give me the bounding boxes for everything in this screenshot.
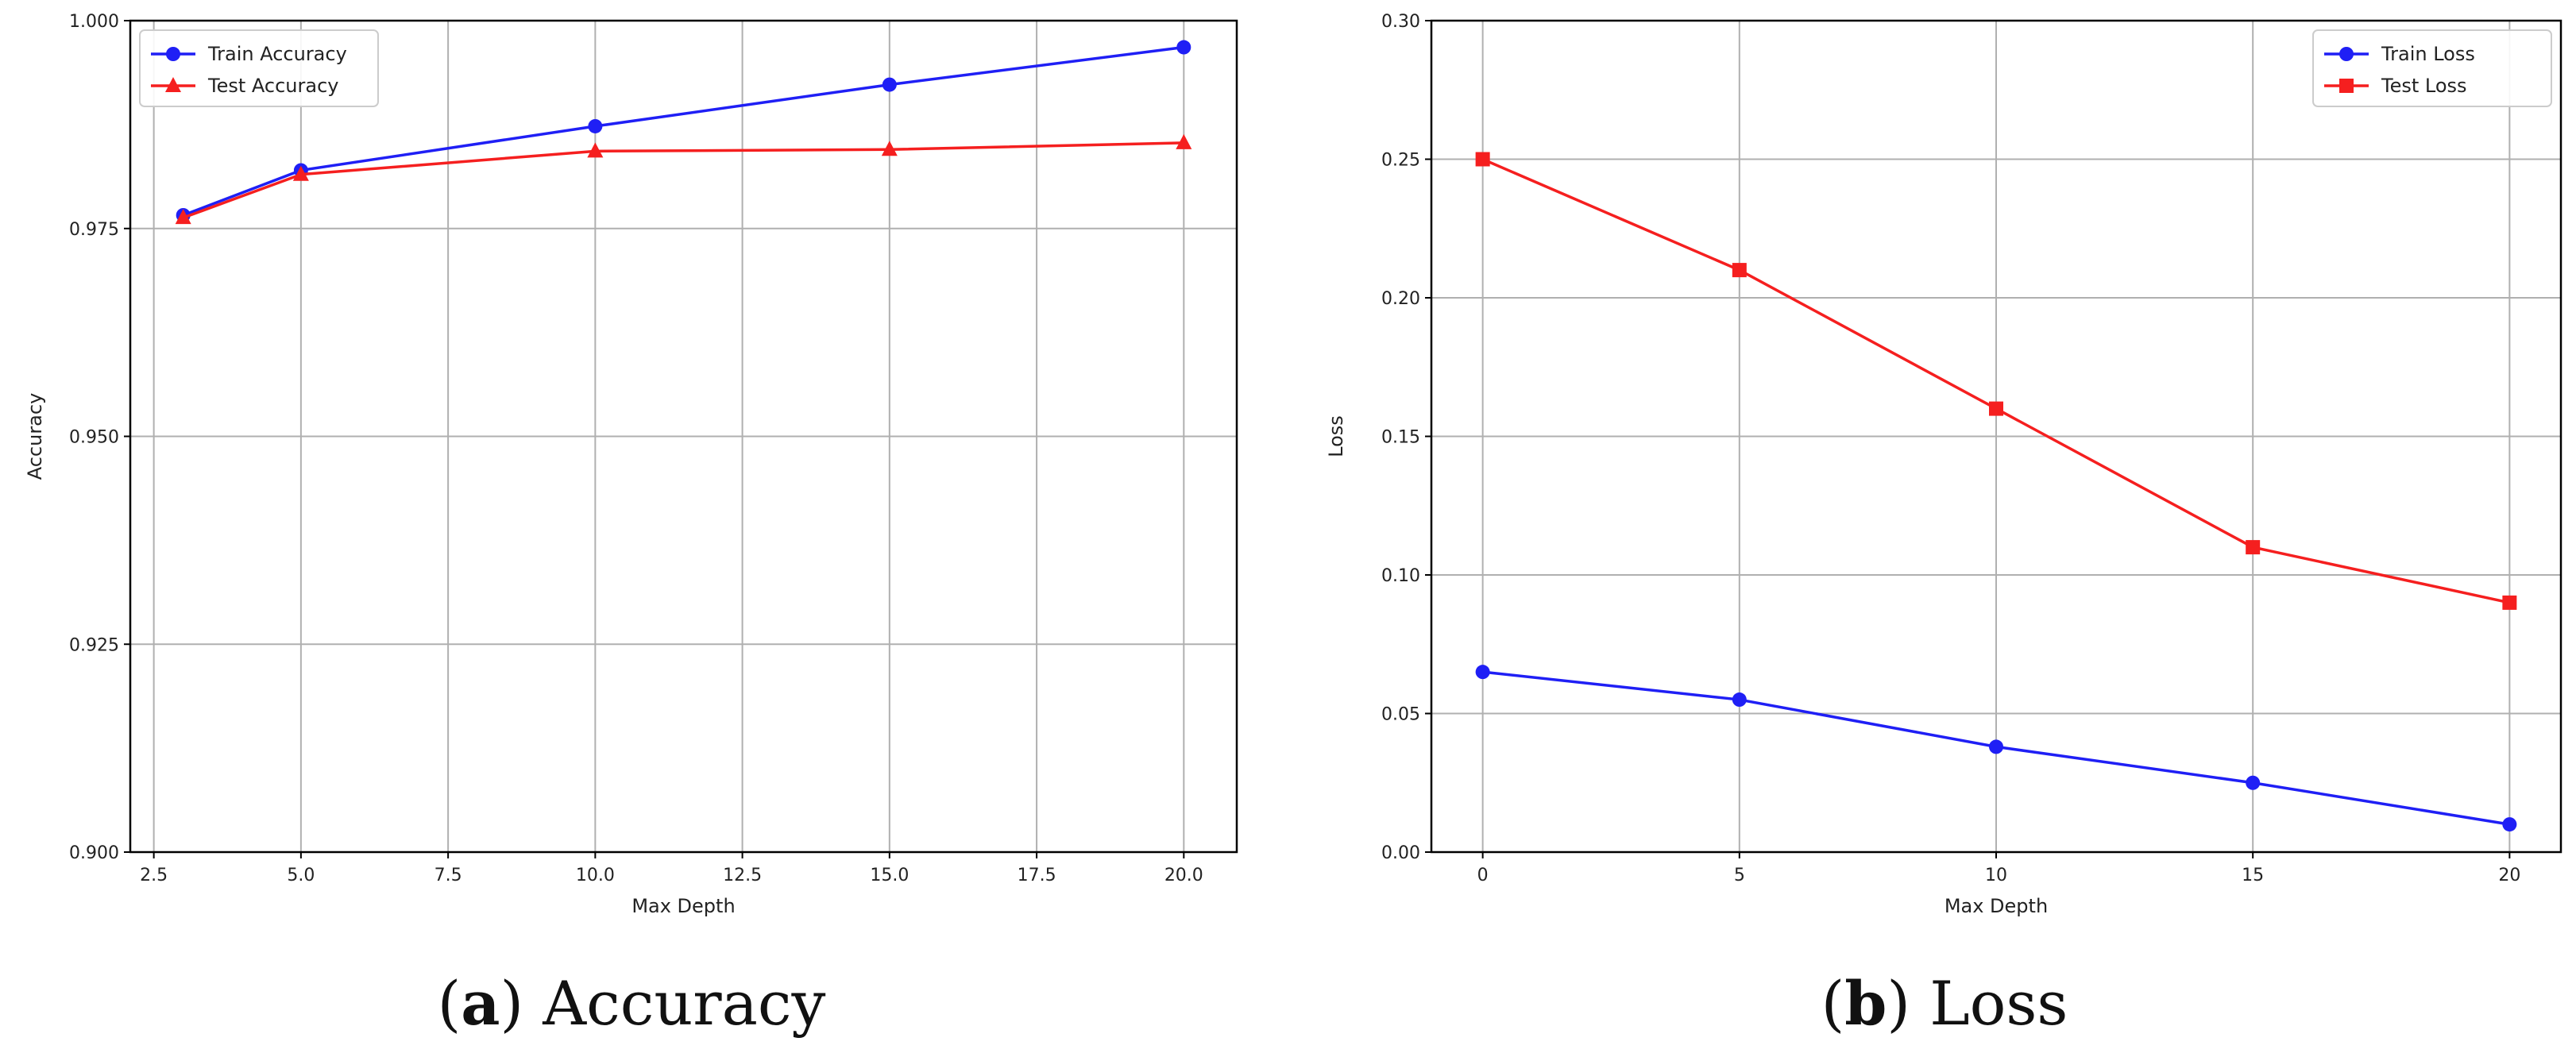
point-test-accuracy-0 [175,209,191,225]
y-tick-label-0-00: 0.00 [1381,843,1420,863]
loss-chart: 0 5 10 15 20 0.00 0.05 0.10 0.15 0.20 0.25 0.30 Max … [1325,12,2562,917]
y-tick-label-1-000: 1.000 [69,12,119,32]
point-test-loss-1 [1732,263,1747,278]
legend-marker-test-accuracy [165,77,181,92]
caption-loss: (b) Loss [1821,968,2068,1039]
x-tick-label-20-0: 20.0 [1164,866,1203,885]
legend-box [139,29,379,107]
point-test-accuracy-1 [292,165,309,181]
x-axis-label: Max Depth [1945,895,2048,917]
accuracy-chart: 2.5 5.0 7.5 10.0 12.5 15.0 17.5 20.0 0.900 0.925 0… [24,12,1238,917]
legend-box [2312,29,2552,107]
legend-marker-train-loss [2339,47,2354,61]
point-test-loss-2 [1989,401,2003,416]
y-tick-label-0-950: 0.950 [69,428,119,448]
y-tick-label-0-15: 0.15 [1381,428,1420,448]
series-test-loss [1475,152,2517,610]
x-tick-label-12-5: 12.5 [723,866,762,885]
point-train-loss-1 [1732,692,1747,708]
x-tick-label-17-5: 17.5 [1018,866,1056,885]
x-tick-label-10-0: 10.0 [576,866,615,885]
point-test-accuracy-3 [881,141,898,156]
legend-label-test-accuracy: Test Accuracy [207,75,338,97]
legend-label-train-accuracy: Train Accuracy [207,43,347,65]
legend-label-test-loss: Test Loss [2381,75,2467,97]
y-tick-label-0-925: 0.925 [69,635,119,655]
point-train-accuracy-2 [588,118,603,133]
point-train-loss-2 [1989,739,2003,754]
y-tick-label-0-25: 0.25 [1381,151,1420,171]
x-tick-label-15-0: 15.0 [870,866,909,885]
x-tick-label-10: 10 [1985,866,2007,885]
x-tick-label-20: 20 [2498,866,2520,885]
x-tick-label-15: 15 [2242,866,2264,885]
legend-marker-train-accuracy [166,47,180,61]
legend: Train Accuracy Test Accuracy [139,29,379,107]
caption-accuracy: (a) Accuracy [438,968,826,1039]
point-test-loss-4 [2502,595,2517,610]
legend-label-train-loss: Train Loss [2381,43,2475,65]
x-tick-label-2-5: 2.5 [140,866,168,885]
y-tick-label-0-20: 0.20 [1381,289,1420,309]
x-axis-label: Max Depth [631,895,735,917]
legend: Train Loss Test Loss [2312,29,2552,107]
y-axis-label: Accuracy [24,393,46,480]
y-tick-label-0-900: 0.900 [69,843,119,863]
y-tick-label-0-975: 0.975 [69,220,119,240]
point-test-loss-3 [2246,540,2261,555]
x-tick-label-7-5: 7.5 [434,866,462,885]
x-tick-label-5-0: 5.0 [287,866,315,885]
point-train-accuracy-4 [1176,40,1191,55]
series-test-accuracy [175,133,1192,225]
point-train-loss-0 [1475,665,1490,680]
point-train-loss-4 [2502,817,2517,832]
legend-marker-test-loss [2339,79,2354,93]
point-test-accuracy-2 [587,142,604,158]
series-train-loss [1475,665,2517,832]
y-tick-label-0-30: 0.30 [1381,12,1420,32]
gridlines [1431,20,2561,853]
point-test-accuracy-4 [1176,133,1192,149]
y-tick-label-0-10: 0.10 [1381,566,1420,586]
y-tick-label-0-05: 0.05 [1381,705,1420,725]
x-tick-label-0: 0 [1477,866,1489,885]
point-test-loss-0 [1475,152,1490,167]
x-tick-label-5: 5 [1734,866,1745,885]
line-test-accuracy [183,141,1184,219]
point-train-loss-3 [2246,775,2261,790]
point-train-accuracy-3 [882,77,897,92]
y-axis-label: Loss [1325,415,1347,457]
